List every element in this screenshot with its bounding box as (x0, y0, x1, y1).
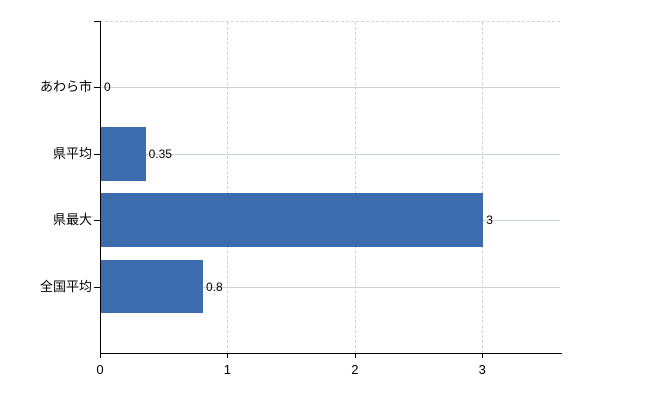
y-axis-line (100, 21, 101, 353)
y-axis-top-tick (94, 21, 100, 22)
y-category-label: 全国平均 (39, 278, 92, 294)
y-axis-tick (94, 220, 100, 221)
plot-top-border (100, 21, 560, 22)
x-tick-label: 0 (96, 362, 104, 377)
bar (101, 259, 203, 314)
bar-value-label: 0.8 (205, 279, 223, 294)
x-axis-tick (354, 353, 356, 358)
plot-area: 0 0.35 3 0.8 (94, 21, 562, 358)
x-axis-line (100, 352, 562, 354)
y-category-label: 県最大 (52, 212, 92, 228)
vertical-gridline (354, 22, 356, 353)
bar (101, 127, 146, 181)
x-axis-tick (482, 353, 484, 358)
horizontal-gridline (101, 154, 560, 155)
y-category-label: あわら市 (39, 79, 92, 95)
x-tick-label: 2 (351, 362, 359, 377)
y-axis-tick (94, 87, 100, 88)
horizontal-gridline (101, 87, 560, 88)
bar (101, 193, 484, 247)
x-axis-tick (100, 353, 101, 358)
x-axis-tick (227, 353, 229, 358)
x-tick-label: 1 (223, 362, 232, 377)
bar-value-label: 3 (486, 213, 493, 228)
vertical-gridline (482, 22, 484, 353)
bar-value-label: 0 (104, 80, 111, 95)
bar-value-label: 0.35 (148, 146, 172, 161)
y-axis-tick (94, 287, 100, 288)
horizontal-gridline (101, 287, 560, 288)
x-tick-label: 3 (478, 362, 486, 377)
y-axis-tick (94, 154, 100, 155)
vertical-gridline (227, 22, 229, 353)
y-category-label: 県平均 (52, 145, 92, 161)
